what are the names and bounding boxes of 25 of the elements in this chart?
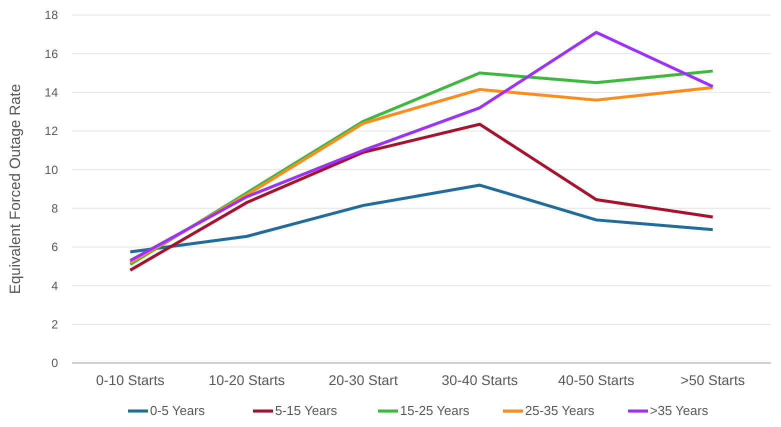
legend-label: 25-35 Years bbox=[525, 403, 595, 418]
x-tick-label: 0-10 Starts bbox=[96, 372, 164, 388]
x-tick-label: 30-40 Starts bbox=[442, 372, 518, 388]
x-tick-label: >50 Starts bbox=[680, 372, 745, 388]
line-series bbox=[128, 30, 714, 262]
line-series bbox=[128, 122, 714, 272]
y-tick-label: 0 bbox=[51, 356, 58, 370]
y-tick-label: 12 bbox=[44, 124, 58, 138]
y-tick-label: 16 bbox=[44, 46, 58, 61]
x-tick-label: 40-50 Starts bbox=[558, 372, 634, 388]
y-tick-label: 8 bbox=[51, 202, 58, 216]
line-series bbox=[128, 184, 714, 254]
y-tick-label: 6 bbox=[51, 240, 58, 254]
legend-label: >35 Years bbox=[650, 403, 709, 418]
x-tick-label: 20-30 Start bbox=[328, 372, 398, 388]
y-axis-title: Equivalent Forced Outage Rate bbox=[7, 84, 24, 294]
x-tick-label: 10-20 Starts bbox=[208, 372, 285, 388]
legend-label: 5-15 Years bbox=[275, 403, 338, 418]
y-tick-label: 4 bbox=[51, 278, 58, 293]
legend-label: 0-5 Years bbox=[150, 403, 206, 418]
y-tick-label: 18 bbox=[44, 8, 58, 22]
y-tick-label: 10 bbox=[44, 162, 58, 177]
y-tick-label: 2 bbox=[51, 318, 58, 332]
legend-label: 15-25 Years bbox=[400, 403, 470, 418]
y-tick-label: 14 bbox=[44, 86, 58, 100]
